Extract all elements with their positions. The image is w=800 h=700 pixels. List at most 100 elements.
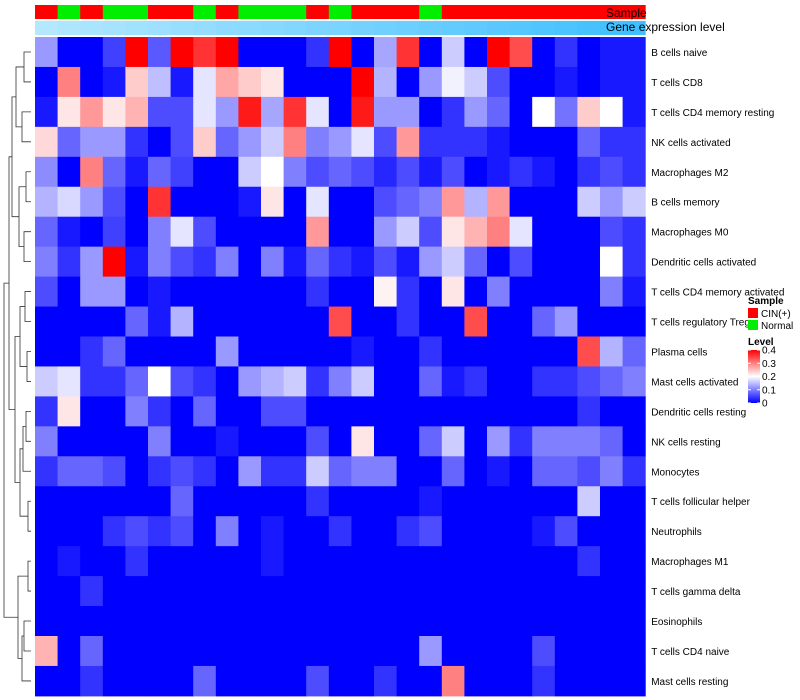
legend-level-ticks: 0.4 0.3 0.2 0.1 0 bbox=[748, 346, 776, 410]
heatmap-cell bbox=[80, 246, 104, 278]
heatmap-cell bbox=[148, 156, 172, 188]
heatmap-cell bbox=[396, 336, 420, 367]
legend-tick-label: 0.1 bbox=[762, 385, 776, 396]
heatmap-cell bbox=[193, 186, 217, 218]
heatmap-cell bbox=[57, 576, 81, 607]
heatmap-cell bbox=[215, 665, 239, 697]
heatmap-cell bbox=[328, 456, 352, 487]
dendrogram-branch bbox=[22, 425, 31, 472]
heatmap-cell bbox=[600, 516, 624, 547]
heatmap-cell bbox=[215, 546, 239, 577]
annotation-label-sample: Sample bbox=[606, 6, 647, 20]
heatmap-cell bbox=[487, 66, 511, 98]
heatmap-cell bbox=[238, 576, 262, 607]
heatmap-cell bbox=[261, 636, 285, 667]
heatmap-cell bbox=[374, 546, 398, 577]
heatmap-cell bbox=[35, 246, 59, 278]
sample-annotation-cell bbox=[464, 5, 488, 19]
heatmap-cell bbox=[57, 456, 81, 487]
heatmap-cell bbox=[193, 37, 217, 68]
heatmap-cell bbox=[487, 486, 511, 517]
heatmap-cell bbox=[170, 216, 194, 248]
sample-annotation-cell bbox=[622, 5, 646, 19]
heatmap-cell bbox=[509, 576, 533, 607]
heatmap-cell bbox=[102, 126, 126, 158]
heatmap-cell bbox=[148, 96, 172, 128]
heatmap-cell bbox=[487, 396, 511, 427]
heatmap-cell bbox=[306, 216, 330, 248]
expression-annotation-cell bbox=[283, 21, 307, 35]
heatmap-cell bbox=[148, 216, 172, 248]
heatmap-cell bbox=[622, 246, 646, 278]
heatmap-cell bbox=[554, 426, 578, 457]
heatmap-cell bbox=[35, 396, 59, 427]
heatmap-cell bbox=[509, 606, 533, 637]
heatmap-cell bbox=[351, 37, 375, 68]
heatmap-cell bbox=[57, 96, 81, 128]
heatmap-cell bbox=[193, 66, 217, 98]
sample-annotation-cell bbox=[577, 5, 601, 19]
heatmap-cell bbox=[193, 546, 217, 577]
row-label: Dendritic cells activated bbox=[651, 258, 756, 269]
heatmap-cell bbox=[306, 186, 330, 218]
expression-annotation-cell bbox=[396, 21, 420, 35]
heatmap-cell bbox=[125, 366, 149, 397]
heatmap-cell bbox=[374, 396, 398, 427]
expression-annotation-cell bbox=[464, 21, 488, 35]
heatmap-cell bbox=[306, 156, 330, 188]
dendrogram-branch bbox=[15, 66, 24, 128]
heatmap-cell bbox=[577, 186, 601, 218]
heatmap-cell bbox=[125, 276, 149, 308]
heatmap-cell bbox=[441, 336, 465, 367]
row-label: T cells CD4 memory resting bbox=[651, 108, 774, 119]
heatmap-cell bbox=[193, 306, 217, 337]
heatmap-cell bbox=[328, 156, 352, 188]
expression-annotation-cell bbox=[215, 21, 239, 35]
dendrogram-branch bbox=[11, 96, 19, 218]
heatmap-cell bbox=[238, 366, 262, 397]
heatmap-cell bbox=[102, 366, 126, 397]
heatmap-cell bbox=[441, 246, 465, 278]
heatmap-cell bbox=[351, 186, 375, 218]
heatmap-cell bbox=[577, 396, 601, 427]
heatmap-cell bbox=[35, 216, 59, 248]
heatmap-cell bbox=[441, 156, 465, 188]
heatmap-cell bbox=[283, 456, 307, 487]
expression-annotation-bar bbox=[35, 21, 646, 35]
heatmap-cell bbox=[283, 336, 307, 367]
heatmap-cell bbox=[464, 156, 488, 188]
legend-cin-label: CIN(+) bbox=[761, 309, 791, 320]
heatmap-cell bbox=[487, 37, 511, 68]
heatmap-cell bbox=[622, 426, 646, 457]
row-label: Macrophages M2 bbox=[651, 168, 729, 179]
heatmap-cell bbox=[125, 456, 149, 487]
heatmap-cell bbox=[57, 486, 81, 517]
heatmap-cell bbox=[261, 516, 285, 547]
heatmap-cell bbox=[306, 396, 330, 427]
heatmap-cell bbox=[261, 66, 285, 98]
heatmap-cell bbox=[306, 636, 330, 667]
dendrogram-branch bbox=[17, 575, 28, 659]
legend: Sample CIN(+) Normal Level 0.4 0.3 0.2 0.1 0 bbox=[748, 296, 793, 410]
expression-annotation-cell bbox=[600, 21, 624, 35]
heatmap-cell bbox=[441, 665, 465, 697]
heatmap-cell bbox=[238, 156, 262, 188]
heatmap-cell bbox=[374, 366, 398, 397]
heatmap-cell bbox=[328, 665, 352, 697]
heatmap-cell bbox=[419, 665, 443, 697]
heatmap-cell bbox=[148, 336, 172, 367]
heatmap-cell bbox=[487, 426, 511, 457]
heatmap-cell bbox=[148, 186, 172, 218]
heatmap-cell bbox=[261, 37, 285, 68]
heatmap-cell bbox=[306, 456, 330, 487]
heatmap-cell bbox=[125, 426, 149, 457]
heatmap-cell bbox=[419, 156, 443, 188]
heatmap-cell bbox=[35, 606, 59, 637]
heatmap-cell bbox=[441, 456, 465, 487]
sample-annotation-cell bbox=[35, 5, 59, 19]
heatmap-cell bbox=[577, 366, 601, 397]
heatmap-cell bbox=[532, 396, 556, 427]
heatmap-cell bbox=[328, 186, 352, 218]
heatmap-cell bbox=[509, 456, 533, 487]
heatmap-cell bbox=[261, 426, 285, 457]
